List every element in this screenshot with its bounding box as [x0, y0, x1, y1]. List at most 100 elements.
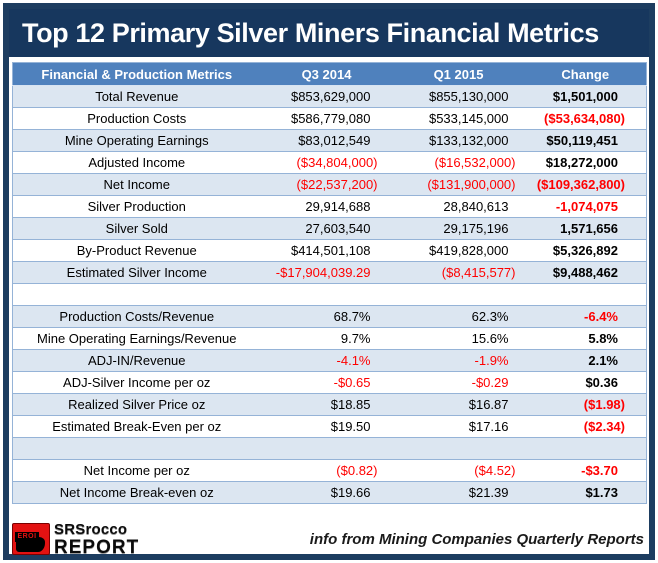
change-cell: -$3.70: [524, 459, 647, 482]
change-cell: ($2.34): [524, 415, 647, 438]
metric-label-cell: By-Product Revenue: [12, 239, 261, 262]
q1-2015-cell: [392, 283, 525, 306]
metric-label-cell: Total Revenue: [12, 85, 261, 108]
q3-2014-cell: $586,779,080: [260, 107, 393, 130]
q1-2015-cell: ($4.52): [392, 459, 525, 482]
footer: EROI SRSrocco REPORT info from Mining Co…: [12, 521, 644, 557]
q1-2015-cell: 62.3%: [392, 305, 525, 328]
metric-label-cell: Mine Operating Earnings/Revenue: [12, 327, 261, 350]
q3-2014-cell: ($22,537,200): [260, 173, 393, 196]
q3-2014-cell: $83,012,549: [260, 129, 393, 152]
change-cell: [524, 283, 647, 306]
change-cell: 1,571,656: [524, 217, 647, 240]
change-cell: -1,074,075: [524, 195, 647, 218]
table-row: By-Product Revenue $414,501,108 $419,828,0…: [12, 239, 647, 262]
q3-2014-cell: 29,914,688: [260, 195, 393, 218]
table-row: Production Costs $586,779,080 $533,145,000…: [12, 107, 647, 130]
change-cell: $1.73: [524, 481, 647, 504]
q1-2015-cell: 15.6%: [392, 327, 525, 350]
q1-2015-cell: ($16,532,000): [392, 151, 525, 174]
table-row: Net Income Break-even oz $19.66 $21.39 $1.7…: [12, 481, 647, 504]
metric-label-cell: Adjusted Income: [12, 151, 261, 174]
change-cell: $0.36: [524, 371, 647, 394]
change-cell: 2.1%: [524, 349, 647, 372]
q1-2015-cell: $533,145,000: [392, 107, 525, 130]
logo-line-report: REPORT: [54, 536, 140, 558]
q1-2015-cell: 29,175,196: [392, 217, 525, 240]
metric-label-cell: Net Income: [12, 173, 261, 196]
q3-2014-cell: -$0.65: [260, 371, 393, 394]
q3-2014-cell: 27,603,540: [260, 217, 393, 240]
table-row: Total Revenue $853,629,000 $855,130,000 $1,…: [12, 85, 647, 108]
eroi-badge-icon: EROI: [12, 523, 50, 555]
metric-label-cell: Production Costs/Revenue: [12, 305, 261, 328]
q3-2014-cell: 68.7%: [260, 305, 393, 328]
page-title: Top 12 Primary Silver Miners Financial M…: [22, 17, 599, 48]
metric-label-cell: Production Costs: [12, 107, 261, 130]
q1-2015-cell: $419,828,000: [392, 239, 525, 262]
metric-label-cell: Net Income per oz: [12, 459, 261, 482]
q1-2015-cell: 28,840,613: [392, 195, 525, 218]
q1-2015-cell: [392, 437, 525, 460]
q3-2014-cell: ($0.82): [260, 459, 393, 482]
table-header-row: Financial & Production Metrics Q3 2014 Q…: [12, 62, 647, 86]
table-row: Adjusted Income ($34,804,000) ($16,532,000…: [12, 151, 647, 174]
table-row: Silver Production 29,914,688 28,840,613 -1,…: [12, 195, 647, 218]
q1-2015-cell: ($8,415,577): [392, 261, 525, 284]
metric-label-cell: Estimated Silver Income: [12, 261, 261, 284]
table-row: Estimated Silver Income -$17,904,039.29 ($…: [12, 261, 647, 284]
table-row: ADJ-IN/Revenue -4.1% -1.9% 2.1%: [12, 349, 647, 372]
change-cell: $1,501,000: [524, 85, 647, 108]
q1-2015-cell: ($131,900,000): [392, 173, 525, 196]
table-row: Net Income ($22,537,200) ($131,900,000) ($1…: [12, 173, 647, 196]
q1-2015-cell: -$0.29: [392, 371, 525, 394]
title-bar: Top 12 Primary Silver Miners Financial M…: [9, 9, 649, 57]
metric-label-cell: ADJ-Silver Income per oz: [12, 371, 261, 394]
change-cell: [524, 437, 647, 460]
change-cell: ($53,634,080): [524, 107, 647, 130]
srsrocco-report-logo: EROI SRSrocco REPORT: [12, 522, 139, 557]
column-header-q1-2015: Q1 2015: [392, 62, 525, 86]
q3-2014-cell: -4.1%: [260, 349, 393, 372]
q1-2015-cell: $855,130,000: [392, 85, 525, 108]
metric-label-cell: Silver Sold: [12, 217, 261, 240]
q1-2015-cell: $133,132,000: [392, 129, 525, 152]
q3-2014-cell: $19.50: [260, 415, 393, 438]
table-row: Net Income per oz ($0.82) ($4.52) -$3.70: [12, 459, 647, 482]
metric-label-cell: Estimated Break-Even per oz: [12, 415, 261, 438]
q1-2015-cell: $16.87: [392, 393, 525, 416]
change-cell: $18,272,000: [524, 151, 647, 174]
q3-2014-cell: [260, 283, 393, 306]
metric-label-cell: [12, 437, 261, 460]
q1-2015-cell: $21.39: [392, 481, 525, 504]
table-row: Mine Operating Earnings $83,012,549 $133,1…: [12, 129, 647, 152]
table-row: Realized Silver Price oz $18.85 $16.87 ($1.…: [12, 393, 647, 416]
eroi-badge-label: EROI: [15, 532, 39, 542]
table-row: Production Costs/Revenue 68.7% 62.3% -6.4%: [12, 305, 647, 328]
table-container: Financial & Production Metrics Q3 2014 Q…: [12, 62, 647, 504]
financial-table: Financial & Production Metrics Q3 2014 Q…: [12, 62, 647, 504]
change-cell: $9,488,462: [524, 261, 647, 284]
change-cell: $5,326,892: [524, 239, 647, 262]
metric-label-cell: Mine Operating Earnings: [12, 129, 261, 152]
spacer-row: [12, 283, 647, 306]
table-row: Estimated Break-Even per oz $19.50 $17.16(…: [12, 415, 647, 438]
column-header-change: Change: [524, 62, 647, 86]
table-row: Mine Operating Earnings/Revenue 9.7% 15.6%…: [12, 327, 647, 350]
q1-2015-cell: -1.9%: [392, 349, 525, 372]
table-row: ADJ-Silver Income per oz -$0.65 -$0.29 $0.3…: [12, 371, 647, 394]
logo-wordmark: SRSrocco REPORT: [54, 522, 139, 557]
change-cell: ($109,362,800): [524, 173, 647, 196]
metric-label-cell: Realized Silver Price oz: [12, 393, 261, 416]
q3-2014-cell: -$17,904,039.29: [260, 261, 393, 284]
q3-2014-cell: $18.85: [260, 393, 393, 416]
q3-2014-cell: [260, 437, 393, 460]
spacer-row: [12, 437, 647, 460]
change-cell: ($1.98): [524, 393, 647, 416]
change-cell: -6.4%: [524, 305, 647, 328]
q3-2014-cell: $19.66: [260, 481, 393, 504]
metric-label-cell: [12, 283, 261, 306]
change-cell: 5.8%: [524, 327, 647, 350]
metric-label-cell: Net Income Break-even oz: [12, 481, 261, 504]
